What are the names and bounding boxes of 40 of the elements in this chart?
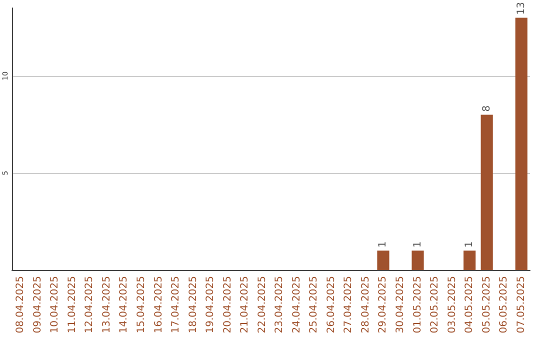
data-label: 8: [481, 105, 492, 112]
x-tick-label: 08.04.2025: [15, 276, 26, 334]
x-tick-label: 13.04.2025: [101, 276, 112, 334]
x-tick-label: 03.05.2025: [446, 276, 458, 334]
x-tick-label: 10.04.2025: [50, 276, 61, 334]
x-tick-label: 22.04.2025: [256, 276, 268, 334]
x-tick-label: 01.05.2025: [412, 276, 424, 334]
data-label: 13: [516, 2, 527, 15]
x-tick-label: 26.04.2025: [326, 276, 337, 334]
x-tick-label: 07.05.2025: [516, 276, 527, 334]
data-label: 1: [412, 241, 424, 248]
bar: [464, 250, 476, 270]
x-tick-label: 30.04.2025: [395, 276, 406, 334]
bar: [412, 250, 424, 270]
x-tick-label: 12.04.2025: [84, 276, 96, 334]
x-tick-label: 15.04.2025: [136, 276, 147, 334]
x-tick-label: 29.04.2025: [378, 276, 389, 334]
x-tick-label: 28.04.2025: [360, 276, 372, 334]
data-label: 1: [378, 241, 389, 248]
data-label: 1: [464, 241, 476, 248]
x-tick-label: 24.04.2025: [291, 276, 302, 334]
x-tick-label: 06.05.2025: [498, 276, 510, 334]
x-tick-label: 25.04.2025: [308, 276, 320, 334]
bar: [480, 114, 493, 270]
x-tick-label: 20.04.2025: [222, 276, 234, 334]
x-tick-label: 11.04.2025: [66, 276, 78, 334]
x-tick-label: 21.04.2025: [240, 276, 251, 334]
x-tick-label: 17.04.2025: [170, 276, 182, 334]
x-tick-label: 02.05.2025: [430, 276, 441, 334]
x-tick-label: 16.04.2025: [153, 276, 164, 334]
bar: [377, 250, 390, 270]
x-tick-label: 19.04.2025: [205, 276, 216, 334]
x-tick-label: 04.05.2025: [464, 276, 476, 334]
bar: [515, 18, 528, 270]
x-tick-label: 09.04.2025: [32, 276, 44, 334]
x-tick-label: 18.04.2025: [188, 276, 199, 334]
x-tick-label: 05.05.2025: [481, 276, 492, 334]
x-tick-label: 27.04.2025: [343, 276, 354, 334]
x-tick-label: 23.04.2025: [274, 276, 286, 334]
x-tick-label: 14.04.2025: [118, 276, 130, 334]
